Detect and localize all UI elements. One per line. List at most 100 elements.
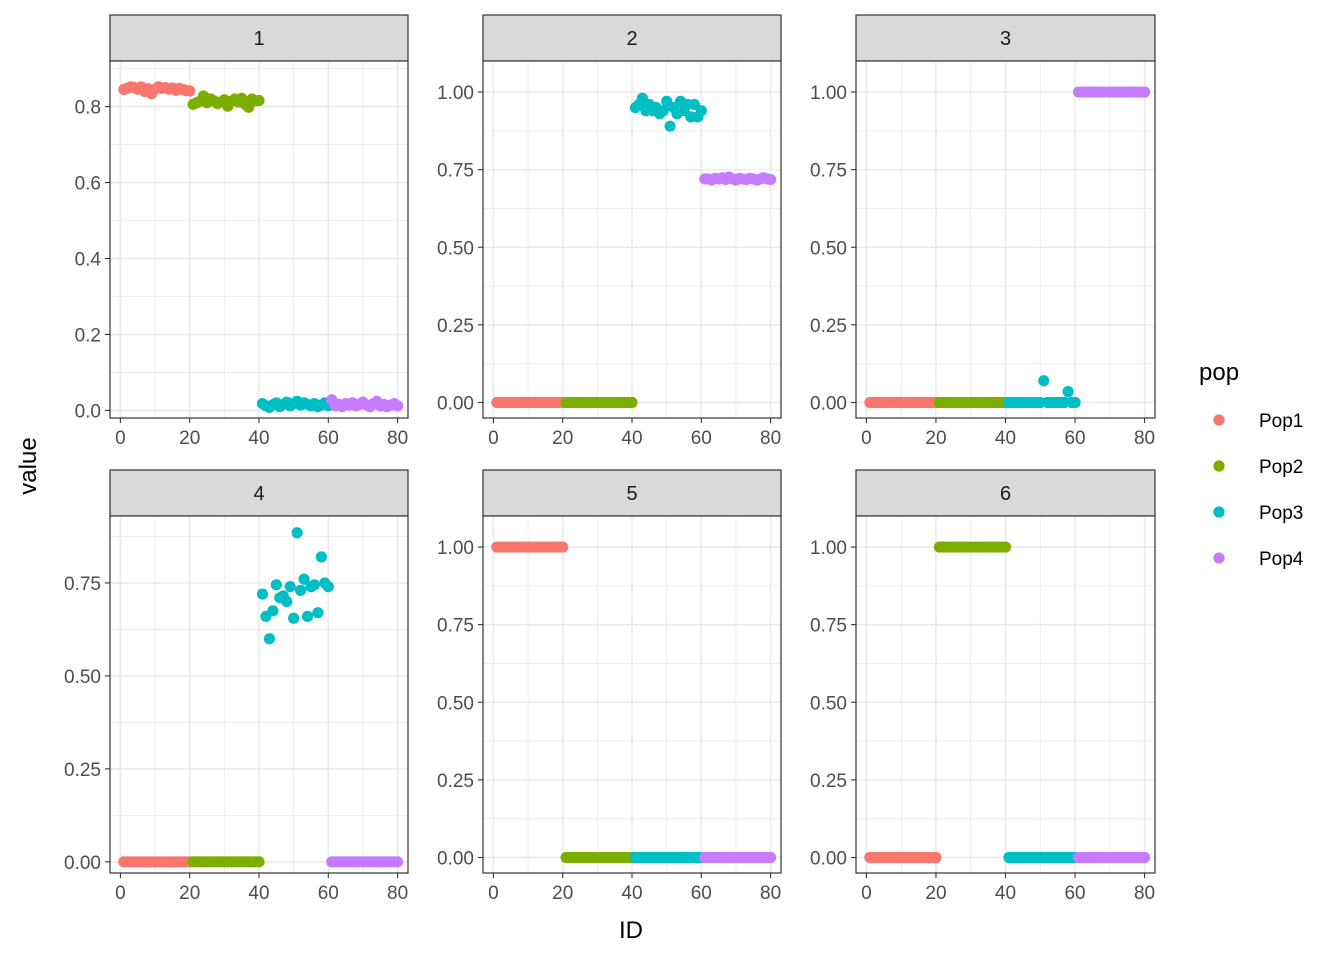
data-point bbox=[281, 595, 293, 608]
x-tick-label: 20 bbox=[552, 883, 573, 904]
data-point bbox=[1062, 386, 1074, 398]
x-tick-label: 20 bbox=[179, 883, 200, 904]
legend-item-pop1: Pop1 bbox=[1213, 411, 1303, 432]
facet-strip bbox=[482, 469, 782, 517]
data-point bbox=[267, 605, 279, 617]
y-tick-label: 0.25 bbox=[64, 760, 101, 781]
x-tick-label: 60 bbox=[318, 428, 339, 449]
data-point bbox=[256, 588, 269, 600]
x-tick-label: 80 bbox=[760, 883, 781, 904]
series-pop2 bbox=[560, 396, 638, 409]
y-tick-label: 1.00 bbox=[437, 83, 474, 104]
y-tick-label: 0.25 bbox=[437, 771, 474, 792]
data-point bbox=[1138, 86, 1151, 98]
facet-strip bbox=[109, 14, 409, 62]
data-point bbox=[298, 573, 310, 585]
x-tick-label: 0 bbox=[861, 883, 872, 904]
data-point bbox=[312, 607, 324, 619]
legend: pop Pop1 Pop2 Pop3 Pop4 bbox=[1199, 359, 1304, 570]
x-tick-label: 0 bbox=[115, 428, 126, 449]
facet-strip-label: 2 bbox=[626, 28, 637, 50]
series-pop3 bbox=[629, 92, 707, 132]
x-tick-label: 40 bbox=[621, 883, 642, 904]
y-tick-label: 0.75 bbox=[64, 574, 101, 595]
x-axis-title: ID bbox=[619, 917, 643, 944]
series-pop4 bbox=[1072, 86, 1151, 98]
y-tick-label: 0.50 bbox=[437, 238, 474, 259]
data-point bbox=[1138, 851, 1151, 864]
data-point bbox=[657, 105, 669, 117]
legend-label: Pop1 bbox=[1259, 411, 1303, 432]
legend-key bbox=[1213, 506, 1225, 518]
data-point bbox=[765, 173, 777, 186]
panels-layer: 10 20 40 60 800.00.20.40.60.820 20 40 60 800.000… bbox=[64, 14, 1156, 904]
y-tick-label: 0.75 bbox=[437, 161, 474, 182]
facet-strip bbox=[855, 469, 1156, 517]
series-pop1 bbox=[491, 396, 569, 409]
x-tick-label: 40 bbox=[995, 883, 1016, 904]
series-pop4 bbox=[699, 171, 777, 186]
y-tick-label: 0.4 bbox=[75, 249, 102, 270]
x-tick-label: 40 bbox=[621, 428, 642, 449]
data-point bbox=[270, 579, 282, 591]
facet-panel-4: 40 20 40 60 800.000.250.500.75 bbox=[64, 469, 409, 904]
x-tick-label: 60 bbox=[691, 883, 712, 904]
y-tick-label: 0.00 bbox=[810, 848, 847, 869]
data-point bbox=[294, 584, 307, 596]
series-pop3 bbox=[1003, 851, 1081, 864]
series-pop2 bbox=[560, 851, 638, 864]
data-point bbox=[322, 581, 334, 593]
series-pop3 bbox=[1003, 375, 1081, 409]
legend-label: Pop3 bbox=[1259, 503, 1303, 524]
legend-key bbox=[1213, 414, 1225, 426]
y-tick-label: 0.50 bbox=[810, 238, 847, 259]
data-point bbox=[253, 856, 265, 868]
facet-strip-label: 6 bbox=[1000, 483, 1011, 505]
facet-strip-label: 3 bbox=[1000, 28, 1011, 50]
y-tick-label: 0.75 bbox=[810, 616, 847, 637]
x-tick-label: 60 bbox=[1064, 883, 1085, 904]
facet-strip-label: 5 bbox=[626, 483, 637, 505]
data-point bbox=[184, 85, 196, 97]
y-tick-label: 0.00 bbox=[810, 393, 847, 414]
series-pop1 bbox=[864, 396, 942, 409]
series-pop4 bbox=[1072, 851, 1151, 864]
facet-panel-2: 20 20 40 60 800.000.250.500.751.00 bbox=[437, 14, 782, 449]
data-point bbox=[664, 120, 676, 132]
x-tick-label: 20 bbox=[925, 428, 946, 449]
x-tick-label: 80 bbox=[1134, 428, 1155, 449]
x-tick-label: 20 bbox=[179, 428, 200, 449]
data-point bbox=[1038, 375, 1050, 387]
series-pop2 bbox=[187, 856, 265, 868]
series-pop1 bbox=[491, 541, 569, 553]
x-tick-label: 80 bbox=[760, 428, 781, 449]
data-point bbox=[626, 396, 638, 409]
x-tick-label: 20 bbox=[925, 883, 946, 904]
y-tick-label: 1.00 bbox=[810, 538, 847, 559]
series-pop4 bbox=[326, 394, 404, 413]
data-point bbox=[392, 856, 404, 868]
y-tick-label: 0.25 bbox=[437, 316, 474, 337]
facet-strip bbox=[482, 14, 782, 62]
data-point bbox=[315, 551, 327, 563]
y-tick-label: 0.6 bbox=[75, 174, 101, 195]
legend-label: Pop4 bbox=[1259, 549, 1304, 570]
x-tick-label: 80 bbox=[1134, 883, 1155, 904]
series-pop1 bbox=[864, 851, 942, 864]
panel-border bbox=[855, 60, 1156, 419]
facet-panel-3: 3 0 20 40 60 80 0.00 0.25 0.50 0.75 1.00 bbox=[810, 14, 1156, 449]
panel-border bbox=[482, 60, 782, 419]
data-point bbox=[284, 581, 296, 593]
y-tick-label: 0.00 bbox=[437, 848, 474, 869]
series-pop3 bbox=[256, 527, 334, 645]
x-tick-label: 0 bbox=[488, 428, 499, 449]
series-pop3 bbox=[629, 851, 707, 864]
data-point bbox=[999, 541, 1012, 553]
facet-strip bbox=[855, 14, 1156, 62]
series-pop2 bbox=[187, 90, 265, 113]
y-tick-label: 0.50 bbox=[810, 693, 847, 714]
x-tick-label: 0 bbox=[488, 883, 499, 904]
data-point bbox=[291, 527, 303, 539]
y-tick-label: 0.2 bbox=[75, 325, 101, 346]
panel-border bbox=[109, 515, 409, 874]
